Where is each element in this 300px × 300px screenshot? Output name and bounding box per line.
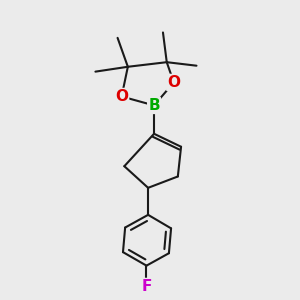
Text: O: O (167, 75, 180, 90)
Text: O: O (115, 89, 128, 104)
Text: F: F (141, 279, 152, 294)
Text: B: B (148, 98, 160, 113)
